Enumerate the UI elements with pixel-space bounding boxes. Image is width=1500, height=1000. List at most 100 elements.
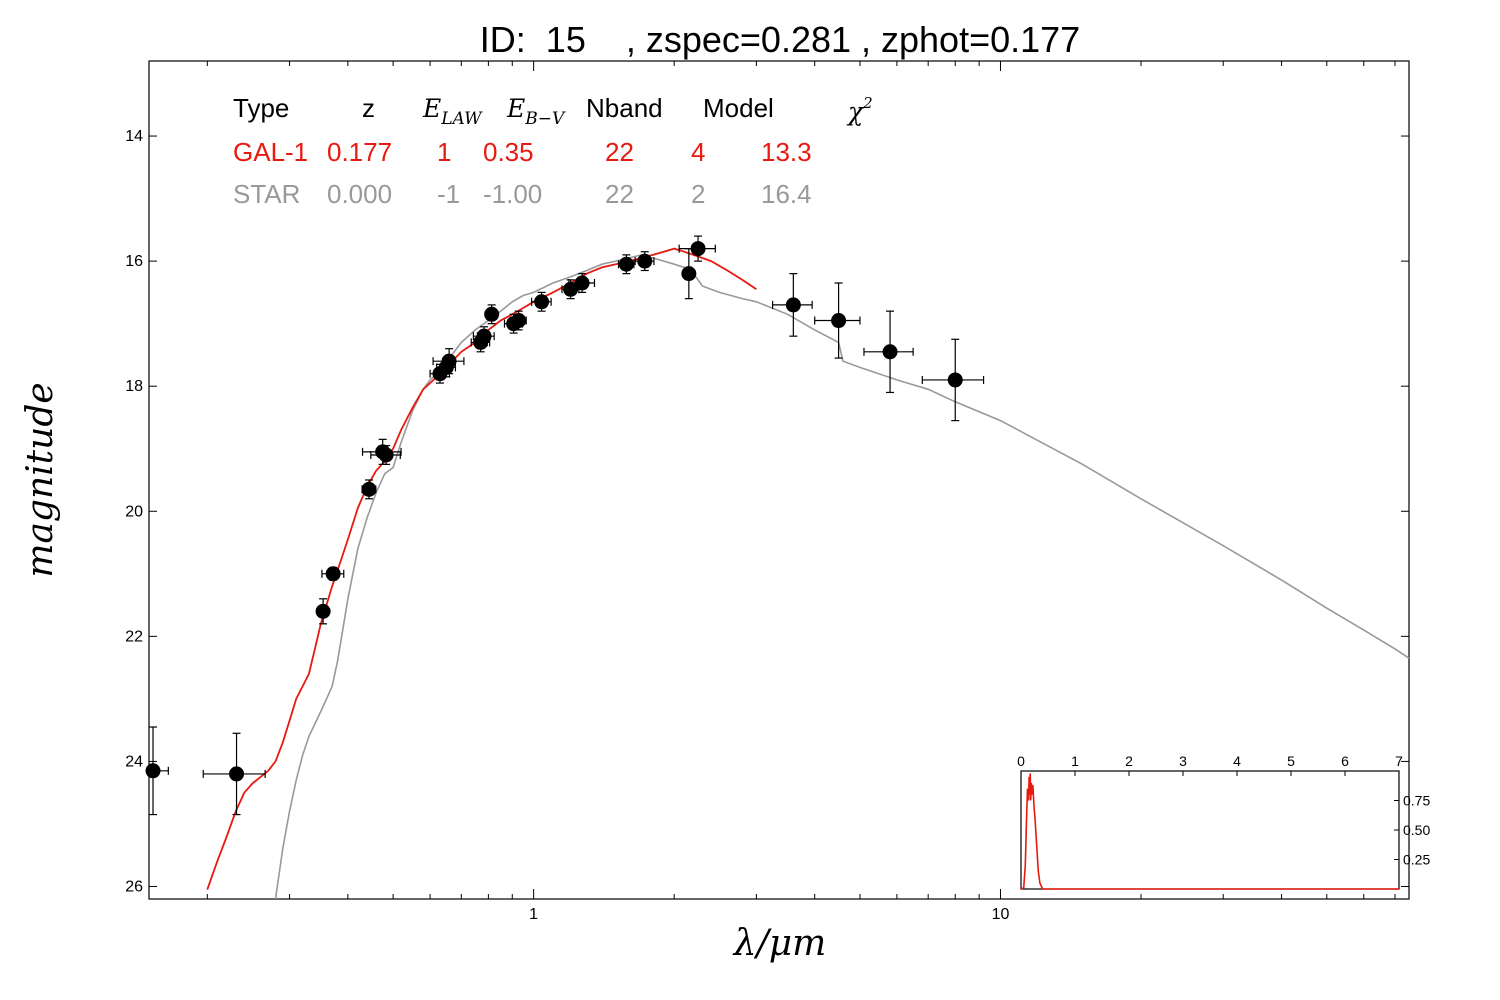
y-tick-label: 20 — [125, 503, 143, 520]
photometry-point — [145, 726, 169, 816]
inset-x-tick-label: 6 — [1341, 753, 1349, 769]
legend-header-ebv: EB−V — [506, 94, 566, 129]
photometry-point — [315, 598, 331, 625]
data-marker — [441, 353, 457, 369]
y-tick-label: 14 — [125, 128, 143, 145]
data-marker — [484, 306, 500, 322]
inset-curve — [1020, 773, 1399, 890]
legend-cell-type: GAL-1 — [233, 137, 308, 167]
legend-cell-ebv: 0.35 — [483, 137, 534, 167]
y-axis-label: magnitude — [20, 382, 61, 577]
x-tick-label: 10 — [992, 906, 1010, 923]
photometry-point — [530, 291, 552, 312]
legend-cell-nband: 22 — [605, 137, 634, 167]
x-tick-label: 1 — [529, 906, 538, 923]
y-tick-label: 22 — [125, 628, 143, 645]
data-marker — [378, 447, 394, 463]
inset-x-tick-label: 3 — [1179, 753, 1187, 769]
data-marker — [325, 566, 341, 582]
inset-y-tick-label: 0.50 — [1403, 822, 1430, 838]
data-marker — [145, 763, 161, 779]
photometry-point — [472, 326, 495, 347]
legend-cell-model: 2 — [691, 179, 705, 209]
legend-cell-chi2: 13.3 — [761, 137, 812, 167]
photometry-point — [681, 248, 697, 300]
pdz-inset: 0 1 2 3 4 5 6 7 0.25 0.50 0.75 — [1017, 753, 1430, 890]
legend-cell-model: 4 — [691, 137, 705, 167]
data-marker — [637, 253, 653, 269]
data-marker — [690, 241, 706, 257]
legend-cell-z: 0.177 — [327, 137, 392, 167]
legend-header-model: Model — [703, 93, 774, 123]
photometry-point — [814, 282, 861, 359]
data-marker — [882, 344, 898, 360]
legend-cell-chi2: 16.4 — [761, 179, 812, 209]
inset-x-tick-label: 7 — [1395, 753, 1403, 769]
data-marker — [574, 275, 590, 291]
star-model-line — [274, 254, 1410, 900]
photometry-point — [370, 445, 401, 465]
y-tick-label: 16 — [125, 253, 143, 270]
y-tick-label: 18 — [125, 378, 143, 395]
legend-header-type: Type — [233, 93, 289, 123]
data-marker — [534, 294, 550, 310]
photometry-point — [863, 310, 914, 394]
photometry-point — [921, 338, 985, 422]
y-tick-label: 24 — [125, 753, 143, 770]
data-marker — [563, 281, 579, 297]
inset-x-tick-label: 1 — [1071, 753, 1079, 769]
photometry-point — [568, 273, 596, 293]
legend-cell-type: STAR — [233, 179, 300, 209]
legend-header-nband: Nband — [586, 93, 663, 123]
legend-cell-elaw: 1 — [437, 137, 451, 167]
plot-border — [148, 60, 1410, 900]
photometry-point — [634, 251, 655, 272]
plot-area — [148, 60, 1410, 900]
x-axis-label: λ/μm — [732, 923, 826, 964]
data-marker — [511, 313, 527, 329]
inset-pdz-line — [1020, 773, 1399, 890]
photometry-points — [145, 235, 985, 816]
photometry-point — [432, 348, 465, 375]
legend-header-z: z — [362, 93, 375, 123]
legend-cell-nband: 22 — [605, 179, 634, 209]
legend-header-chi2: χ2 — [846, 94, 873, 126]
chart-title: ID: 15 , zspec=0.281 , zphot=0.177 — [480, 19, 1080, 60]
legend-header-elaw: ELAW — [422, 94, 483, 129]
data-marker — [361, 481, 377, 497]
data-marker — [229, 766, 245, 782]
legend-cell-elaw: -1 — [437, 179, 460, 209]
photometry-point — [484, 304, 500, 325]
data-marker — [618, 256, 634, 272]
inset-x-tick-label: 0 — [1017, 753, 1025, 769]
photometry-point — [772, 273, 813, 337]
data-marker — [947, 372, 963, 388]
inset-axes: 0 1 2 3 4 5 6 7 0.25 0.50 0.75 — [1017, 753, 1430, 868]
photometry-point — [202, 732, 266, 816]
photometry-point — [678, 235, 716, 262]
fit-legend: Type z ELAW EB−V Nband Model χ2 GAL-1 0.1… — [233, 93, 873, 209]
photometry-point — [321, 566, 345, 582]
photometry-point — [361, 479, 377, 500]
data-marker — [831, 313, 847, 329]
photometry-point — [510, 310, 527, 331]
inset-y-tick-label: 0.25 — [1403, 852, 1430, 868]
legend-row: STAR 0.000 -1 -1.00 22 2 16.4 — [233, 179, 812, 209]
legend-cell-z: 0.000 — [327, 179, 392, 209]
inset-border — [1020, 770, 1400, 890]
photometry-point — [617, 254, 635, 275]
data-marker — [785, 297, 801, 313]
legend-row: GAL-1 0.177 1 0.35 22 4 13.3 — [233, 137, 812, 167]
inset-x-tick-label: 2 — [1125, 753, 1133, 769]
y-tick-label: 26 — [125, 878, 143, 895]
inset-x-tick-label: 4 — [1233, 753, 1241, 769]
inset-y-tick-label: 0.75 — [1403, 793, 1430, 809]
data-marker — [315, 603, 331, 619]
inset-x-tick-label: 5 — [1287, 753, 1295, 769]
legend-cell-ebv: -1.00 — [483, 179, 542, 209]
data-marker — [476, 328, 492, 344]
data-marker — [681, 266, 697, 282]
